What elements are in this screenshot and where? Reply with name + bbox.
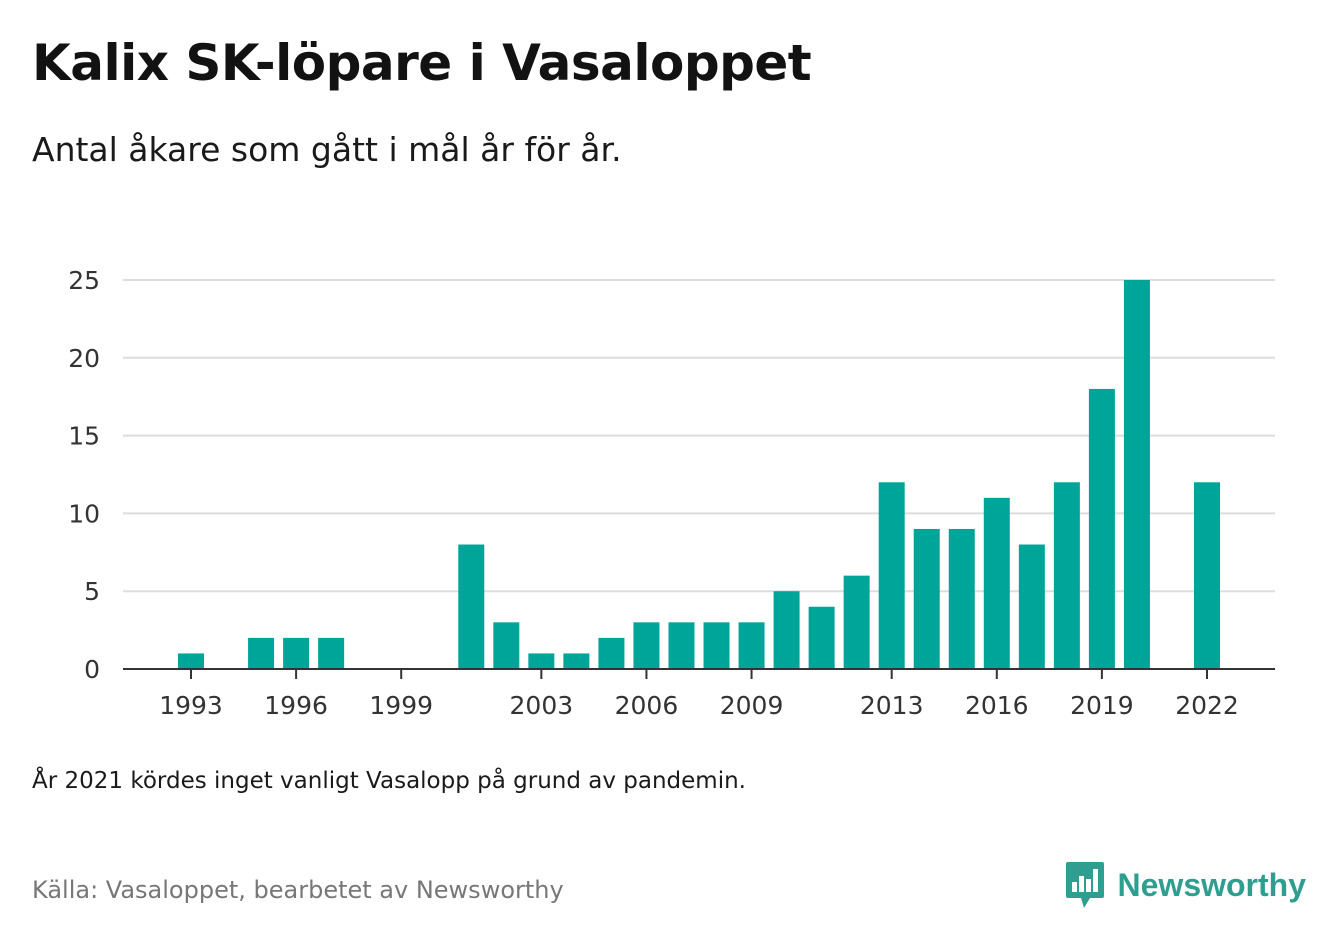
x-axis-labels: 1993 1996 1999 2003 2006 2009 2013 2016 2019 2022 [159, 691, 1239, 720]
bar-1996 [283, 637, 310, 669]
y-axis-labels: 0 5 10 15 20 25 [68, 266, 100, 684]
x-tick-label-2016: 2016 [965, 691, 1029, 720]
bar-2014 [913, 528, 940, 669]
bar-1993 [178, 653, 204, 669]
bar-2012 [843, 575, 870, 669]
x-axis [123, 668, 1275, 679]
bar-2013 [878, 482, 905, 669]
x-tick-label-2019: 2019 [1070, 691, 1134, 720]
bar-2020 [1123, 280, 1150, 669]
bar-2022 [1194, 482, 1220, 669]
footnote: År 2021 kördes inget vanligt Vasalopp på… [32, 768, 746, 794]
bar-2007 [668, 622, 695, 669]
bar-2016 [983, 497, 1010, 669]
bar-2018 [1053, 482, 1080, 669]
chart-subtitle: Antal åkare som gått i mål år för år. [32, 130, 622, 169]
x-tick-label-2013: 2013 [860, 691, 924, 720]
x-tick-label-1999: 1999 [369, 691, 433, 720]
x-tick-label-1993: 1993 [159, 691, 223, 720]
source-text: Källa: Vasaloppet, bearbetet av Newswort… [32, 876, 564, 904]
x-tick-label-1996: 1996 [264, 691, 328, 720]
x-tick-label-2006: 2006 [615, 691, 679, 720]
y-tick-label-10: 10 [68, 499, 100, 528]
y-tick-label-15: 15 [68, 422, 100, 451]
bar-2017 [1018, 544, 1045, 669]
bar-2011 [808, 606, 835, 669]
bar-chart: 0 5 10 15 20 25 1993 1996 1999 2003 2006 2009 2013 2… [68, 266, 1275, 720]
bar-2005 [598, 637, 625, 669]
bar-1995 [248, 637, 275, 669]
bar-2004 [563, 653, 590, 669]
brand[interactable]: Newsworthy [1064, 860, 1306, 910]
y-tick-label-0: 0 [84, 655, 100, 684]
bar-2006 [633, 622, 660, 669]
chart-title: Kalix SK-löpare i Vasaloppet [32, 34, 812, 92]
bar-2001 [458, 544, 485, 669]
bar-2015 [948, 528, 975, 669]
bars [178, 280, 1220, 669]
x-tick-label-2022: 2022 [1175, 691, 1239, 720]
grid-lines [123, 279, 1275, 593]
brand-name: Newsworthy [1117, 866, 1306, 903]
bar-2010 [773, 591, 800, 669]
bar-2019 [1088, 388, 1115, 669]
y-tick-label-25: 25 [68, 266, 100, 295]
bar-2003 [528, 653, 555, 669]
bar-2009 [738, 622, 765, 669]
bar-2002 [493, 622, 520, 669]
newsworthy-logo-icon [1065, 862, 1104, 908]
bar-2008 [703, 622, 730, 669]
x-tick-label-2009: 2009 [720, 691, 784, 720]
y-tick-label-5: 5 [84, 577, 100, 606]
bar-1997 [318, 637, 345, 669]
x-tick-label-2003: 2003 [510, 691, 574, 720]
y-tick-label-20: 20 [68, 344, 100, 373]
